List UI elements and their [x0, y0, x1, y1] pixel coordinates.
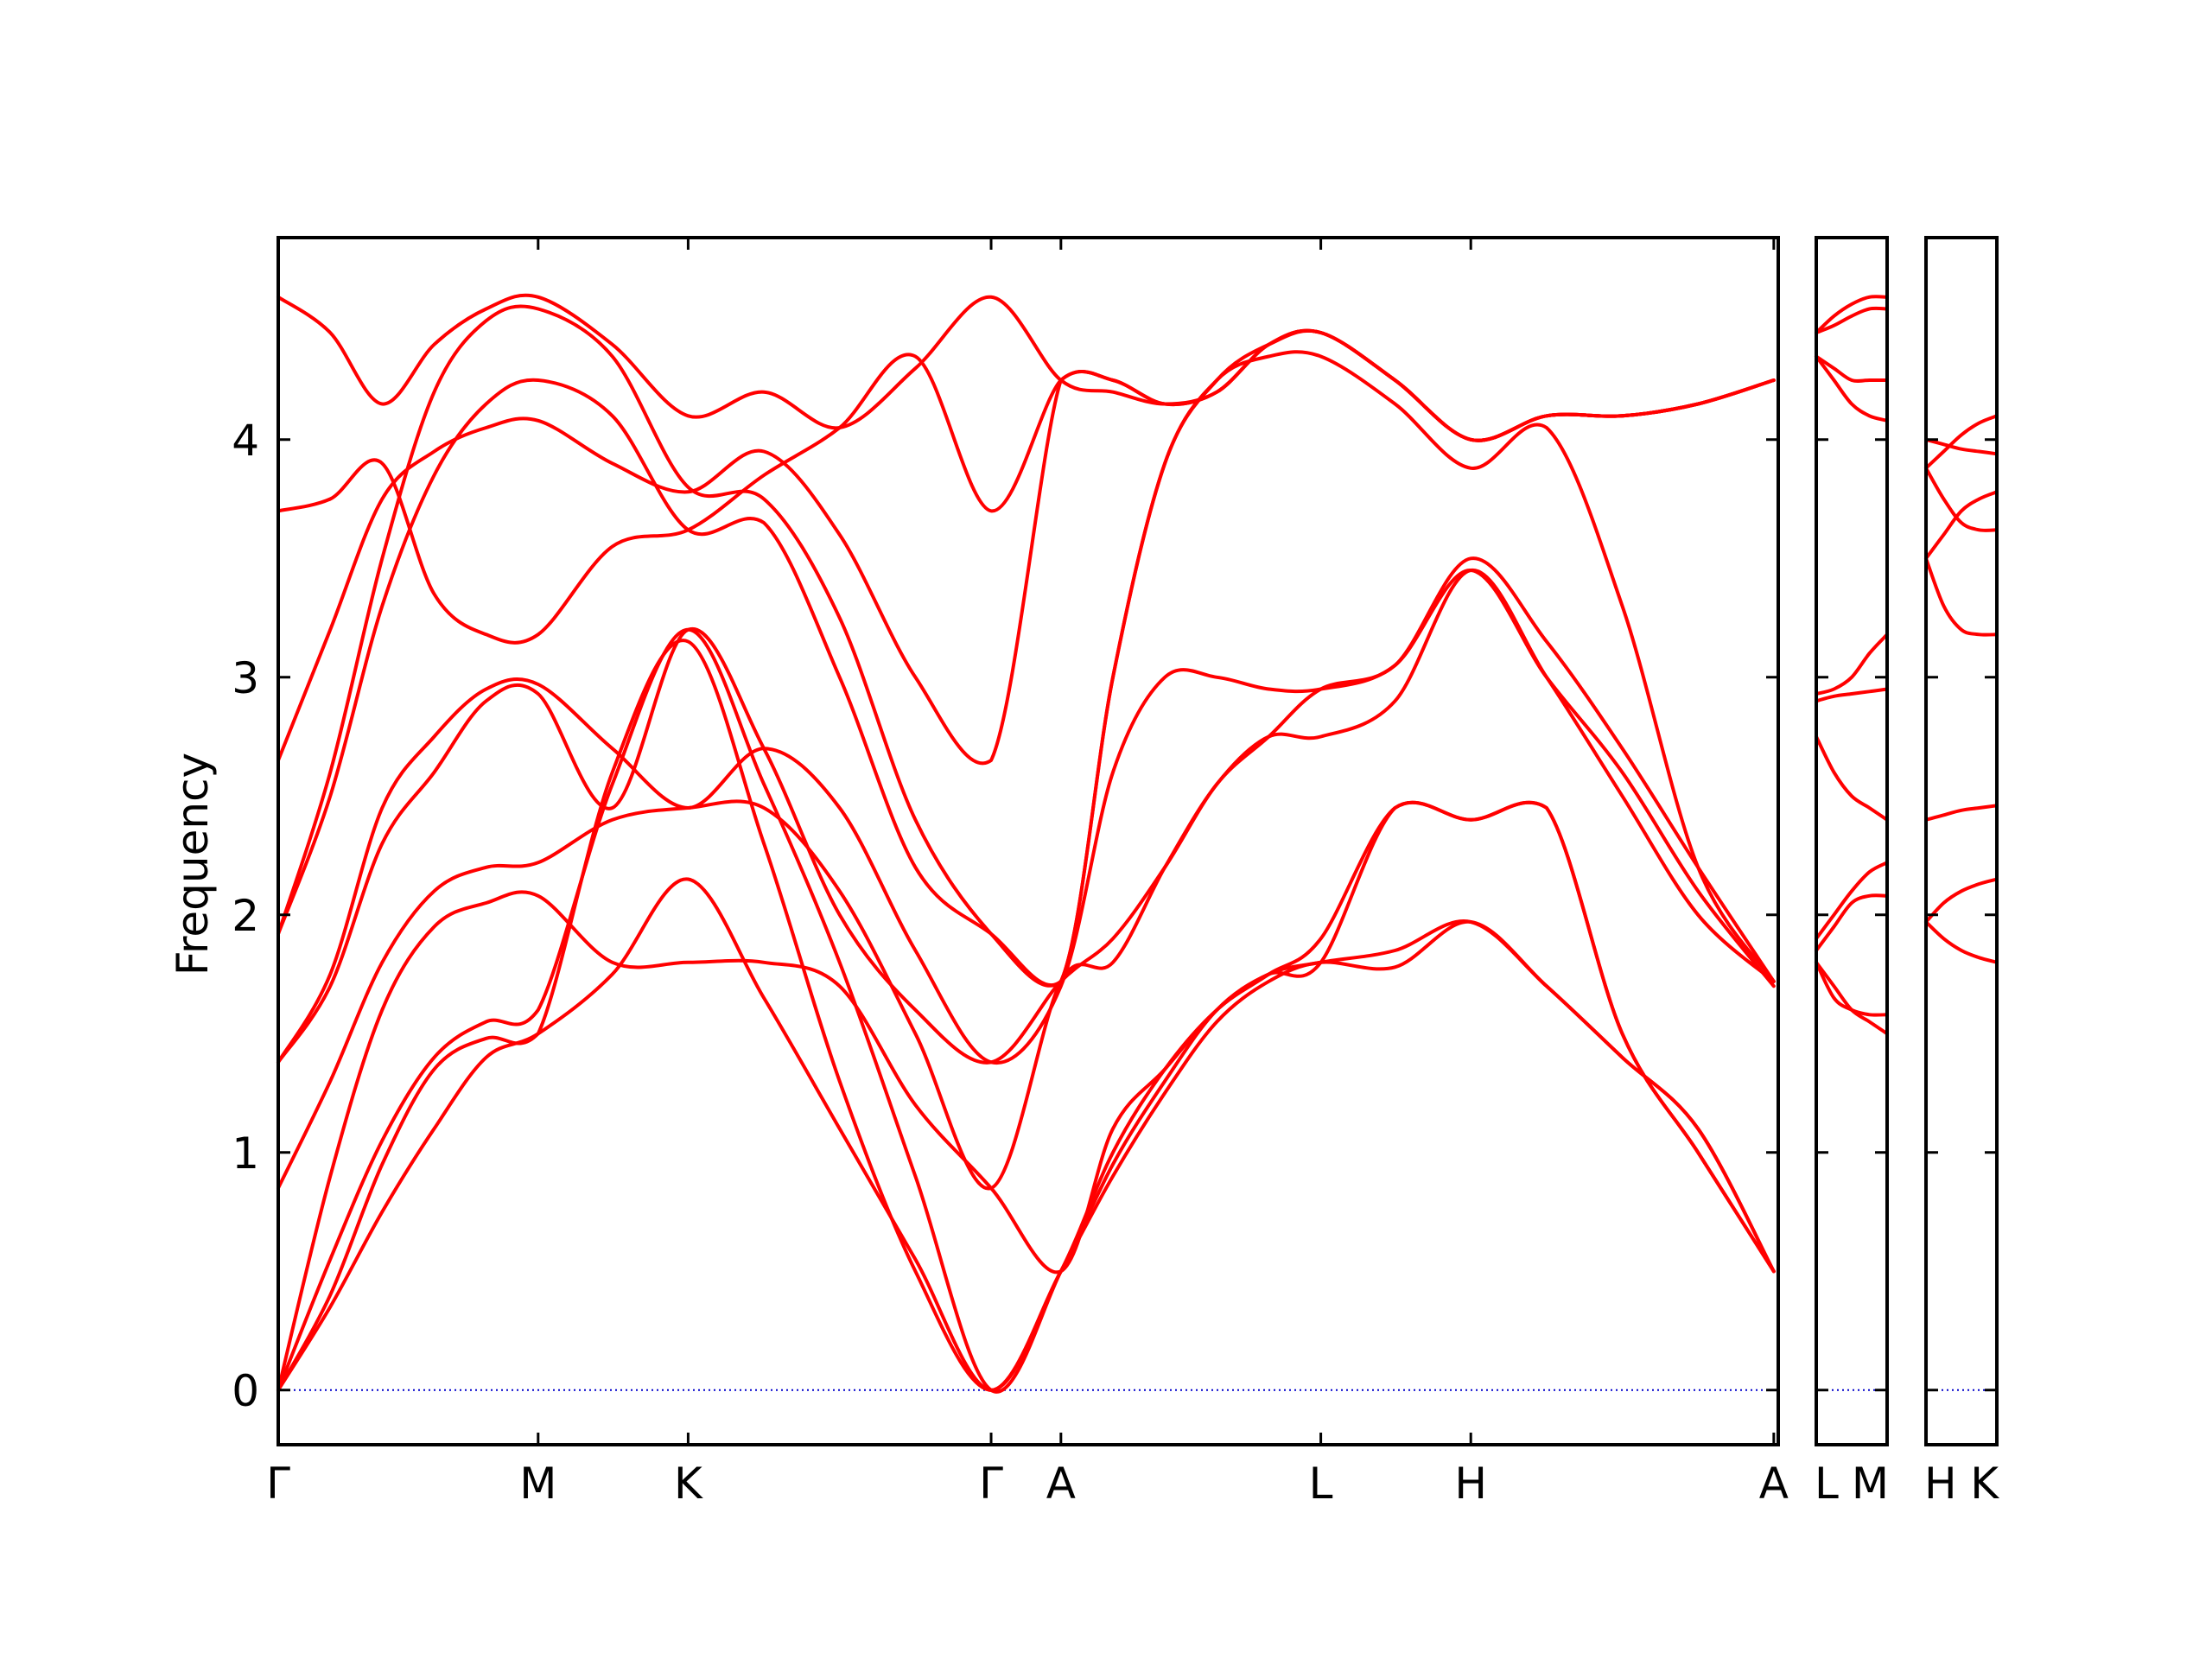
band-line-1	[1815, 960, 1889, 1036]
y-tick-label: 4	[232, 416, 259, 466]
band-line-11	[1815, 295, 1889, 334]
panel-frame	[1815, 236, 1889, 1446]
x-tick-label: H	[1924, 1459, 1957, 1509]
x-tick-label: Γ	[266, 1459, 290, 1509]
y-tick-label: 3	[232, 653, 259, 703]
x-tick-label: M	[519, 1459, 556, 1509]
band-line-2	[1815, 960, 1889, 1017]
x-tick-label: H	[1454, 1459, 1487, 1509]
x-tick-label: K	[674, 1459, 703, 1509]
band-line-5	[1924, 490, 1999, 561]
y-axis-title: Frequency	[168, 753, 218, 976]
x-tick-label: A	[1046, 1459, 1076, 1509]
band-line-1	[276, 877, 1776, 1392]
band-line-10	[1815, 306, 1889, 334]
panel-frame	[1924, 236, 1999, 1446]
band-line-6	[1815, 687, 1889, 703]
band-line-7	[1924, 414, 1999, 470]
band-line-3	[1924, 804, 1999, 822]
band-line-4	[276, 568, 1776, 1191]
band-line-2	[1924, 877, 1999, 924]
band-line-9	[276, 328, 1776, 766]
band-line-11	[276, 293, 1776, 442]
y-tick-label: 1	[232, 1128, 259, 1179]
band-line-8	[1924, 437, 1999, 456]
y-tick-label: 2	[232, 891, 259, 941]
x-tick-label: L	[1815, 1459, 1839, 1509]
band-line-4	[1924, 556, 1999, 637]
band-line-7	[1815, 632, 1889, 696]
y-tick-label: 0	[232, 1366, 259, 1416]
band-line-12	[276, 639, 1776, 1392]
x-tick-label: Γ	[979, 1459, 1003, 1509]
x-tick-label: M	[1852, 1459, 1889, 1509]
band-line-6	[276, 568, 1776, 1065]
band-line-9	[1815, 354, 1889, 423]
x-tick-label: A	[1759, 1459, 1789, 1509]
band-line-4	[1815, 861, 1889, 941]
band-line-6	[1924, 466, 1999, 532]
band-line-1	[1924, 920, 1999, 964]
panel-frame	[276, 236, 1780, 1446]
band-line-2	[276, 627, 1776, 1394]
x-tick-label: L	[1309, 1459, 1333, 1509]
x-tick-label: K	[1970, 1459, 1999, 1509]
band-line-8	[1815, 354, 1889, 384]
band-line-7	[276, 350, 1776, 988]
band-line-5	[1815, 734, 1889, 822]
band-line-3	[276, 800, 1776, 1392]
band-line-3	[1815, 893, 1889, 952]
